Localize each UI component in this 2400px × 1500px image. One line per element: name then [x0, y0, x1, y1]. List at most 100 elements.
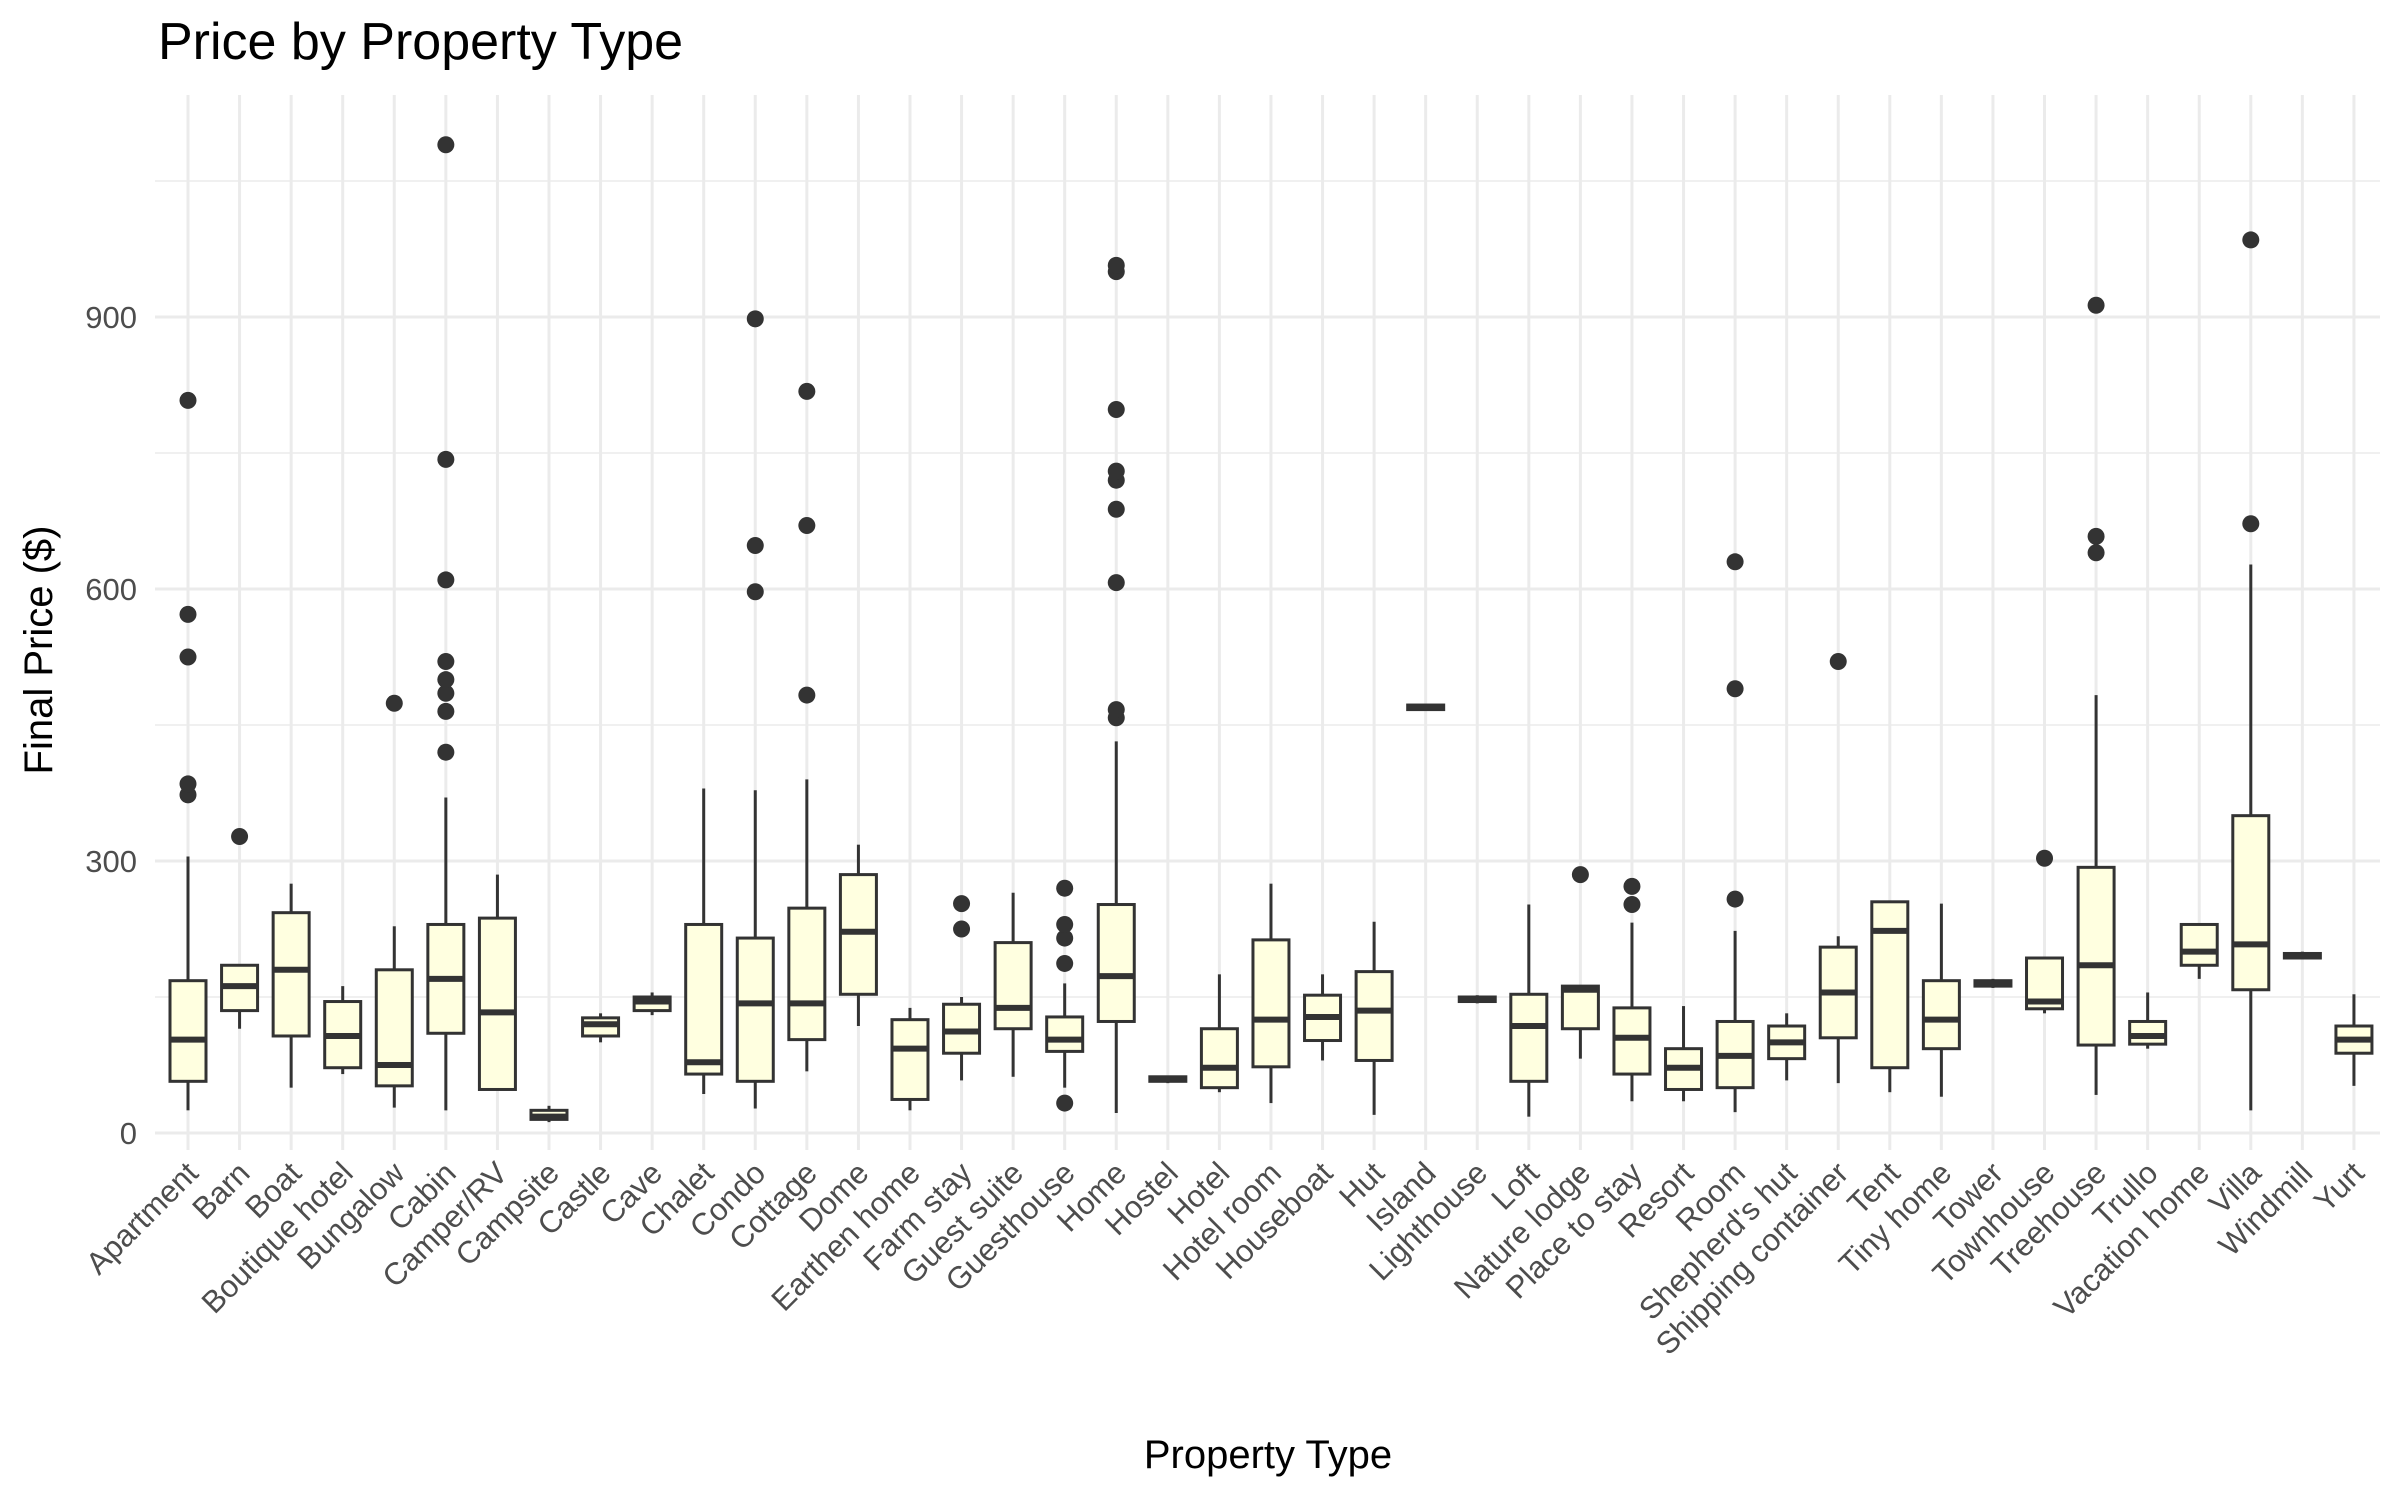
box-body — [1251, 938, 1291, 1069]
box-boutique-hotel — [323, 986, 363, 1075]
box-houseboat — [1303, 974, 1343, 1061]
box-camper-rv — [477, 874, 517, 1091]
outlier-point — [1107, 462, 1125, 480]
box-hotel — [1199, 974, 1239, 1093]
outlier-point — [798, 686, 816, 704]
box-body — [890, 1018, 930, 1101]
outlier-point — [1056, 954, 1074, 972]
box-cave — [632, 992, 672, 1016]
outlier-point — [1056, 1094, 1074, 1112]
box-castle — [581, 1013, 621, 1043]
outlier-point — [1056, 879, 1074, 897]
outlier-point — [437, 743, 455, 761]
outlier-point — [746, 536, 764, 554]
outlier-point — [1623, 896, 1641, 914]
outlier-point — [1056, 915, 1074, 933]
box-body — [2179, 922, 2219, 967]
x-tick-label: Apartment — [79, 1155, 205, 1281]
box-home — [1096, 256, 1136, 1114]
outlier-point — [437, 653, 455, 671]
outlier-point — [2087, 527, 2105, 545]
box-body — [1199, 1027, 1239, 1090]
outlier-point — [1726, 553, 1744, 571]
box-body — [1921, 979, 1961, 1051]
box-body — [735, 936, 775, 1083]
outlier-point — [2242, 231, 2260, 249]
box-guesthouse — [1045, 879, 1085, 1112]
outlier-point — [1726, 890, 1744, 908]
boxes — [168, 136, 2374, 1123]
box-yurt — [2334, 994, 2374, 1086]
outlier-point — [1107, 701, 1125, 719]
box-lighthouse — [1457, 995, 1497, 1004]
y-tick-label: 300 — [85, 844, 137, 879]
box-loft — [1509, 904, 1549, 1117]
box-resort — [1664, 1006, 1704, 1102]
box-hut — [1354, 921, 1394, 1115]
box-body — [1354, 970, 1394, 1062]
box-vacation-home — [2179, 922, 2219, 979]
box-body — [2231, 814, 2271, 992]
outlier-point — [798, 517, 816, 535]
y-tick-label: 600 — [85, 572, 137, 607]
outlier-point — [953, 895, 971, 913]
outlier-point — [1571, 866, 1589, 884]
box-body — [1096, 903, 1136, 1023]
box-campsite — [529, 1105, 569, 1123]
outlier-point — [179, 648, 197, 666]
box-villa — [2231, 231, 2271, 1111]
x-tick-label: Yurt — [2307, 1155, 2371, 1219]
box-island — [1406, 703, 1446, 712]
box-body — [477, 916, 517, 1091]
box-body — [1612, 1006, 1652, 1076]
box-guest-suite — [993, 892, 1033, 1077]
box-nature-lodge — [1560, 866, 1600, 1059]
box-body — [787, 906, 827, 1042]
chart-title: Price by Property Type — [158, 13, 684, 71]
box-body — [2128, 1019, 2168, 1046]
outlier-point — [437, 684, 455, 702]
box-tower — [1973, 978, 2013, 988]
outlier-point — [437, 571, 455, 589]
box-condo — [735, 310, 775, 1109]
outlier-point — [179, 775, 197, 793]
x-tick-label: Barn — [185, 1155, 256, 1226]
box-body — [1870, 900, 1910, 1070]
y-tick-label: 0 — [120, 1116, 137, 1151]
outlier-point — [437, 136, 455, 154]
box-bungalow — [374, 694, 414, 1108]
box-chalet — [684, 788, 724, 1095]
outlier-point — [179, 605, 197, 623]
outlier-point — [1107, 574, 1125, 592]
box-earthen-home — [890, 1007, 930, 1111]
y-axis-title: Final Price ($) — [17, 526, 61, 775]
box-tiny-home — [1921, 903, 1961, 1097]
box-cottage — [787, 382, 827, 1072]
box-townhouse — [2025, 849, 2065, 1014]
box-body — [1045, 1015, 1085, 1053]
outlier-point — [2036, 849, 2054, 867]
box-body — [2076, 865, 2116, 1047]
box-hostel — [1148, 1075, 1188, 1084]
outlier-point — [437, 671, 455, 689]
box-cabin — [426, 136, 466, 1111]
box-hotel-room — [1251, 883, 1291, 1104]
outlier-point — [953, 920, 971, 938]
outlier-point — [2242, 515, 2260, 533]
box-shipping-container — [1818, 653, 1858, 1084]
outlier-point — [2087, 544, 2105, 562]
box-tent — [1870, 900, 1910, 1093]
y-tick-labels: 0 300 600 900 — [85, 300, 137, 1151]
box-windmill — [2282, 951, 2322, 960]
outlier-point — [1829, 653, 1847, 671]
outlier-point — [437, 450, 455, 468]
box-body — [1509, 992, 1549, 1083]
outlier-point — [1107, 256, 1125, 274]
box-trullo — [2128, 992, 2168, 1049]
outlier-point — [2087, 296, 2105, 314]
box-body — [993, 941, 1033, 1031]
box-barn — [220, 828, 260, 1029]
outlier-point — [179, 391, 197, 409]
outlier-point — [385, 694, 403, 712]
